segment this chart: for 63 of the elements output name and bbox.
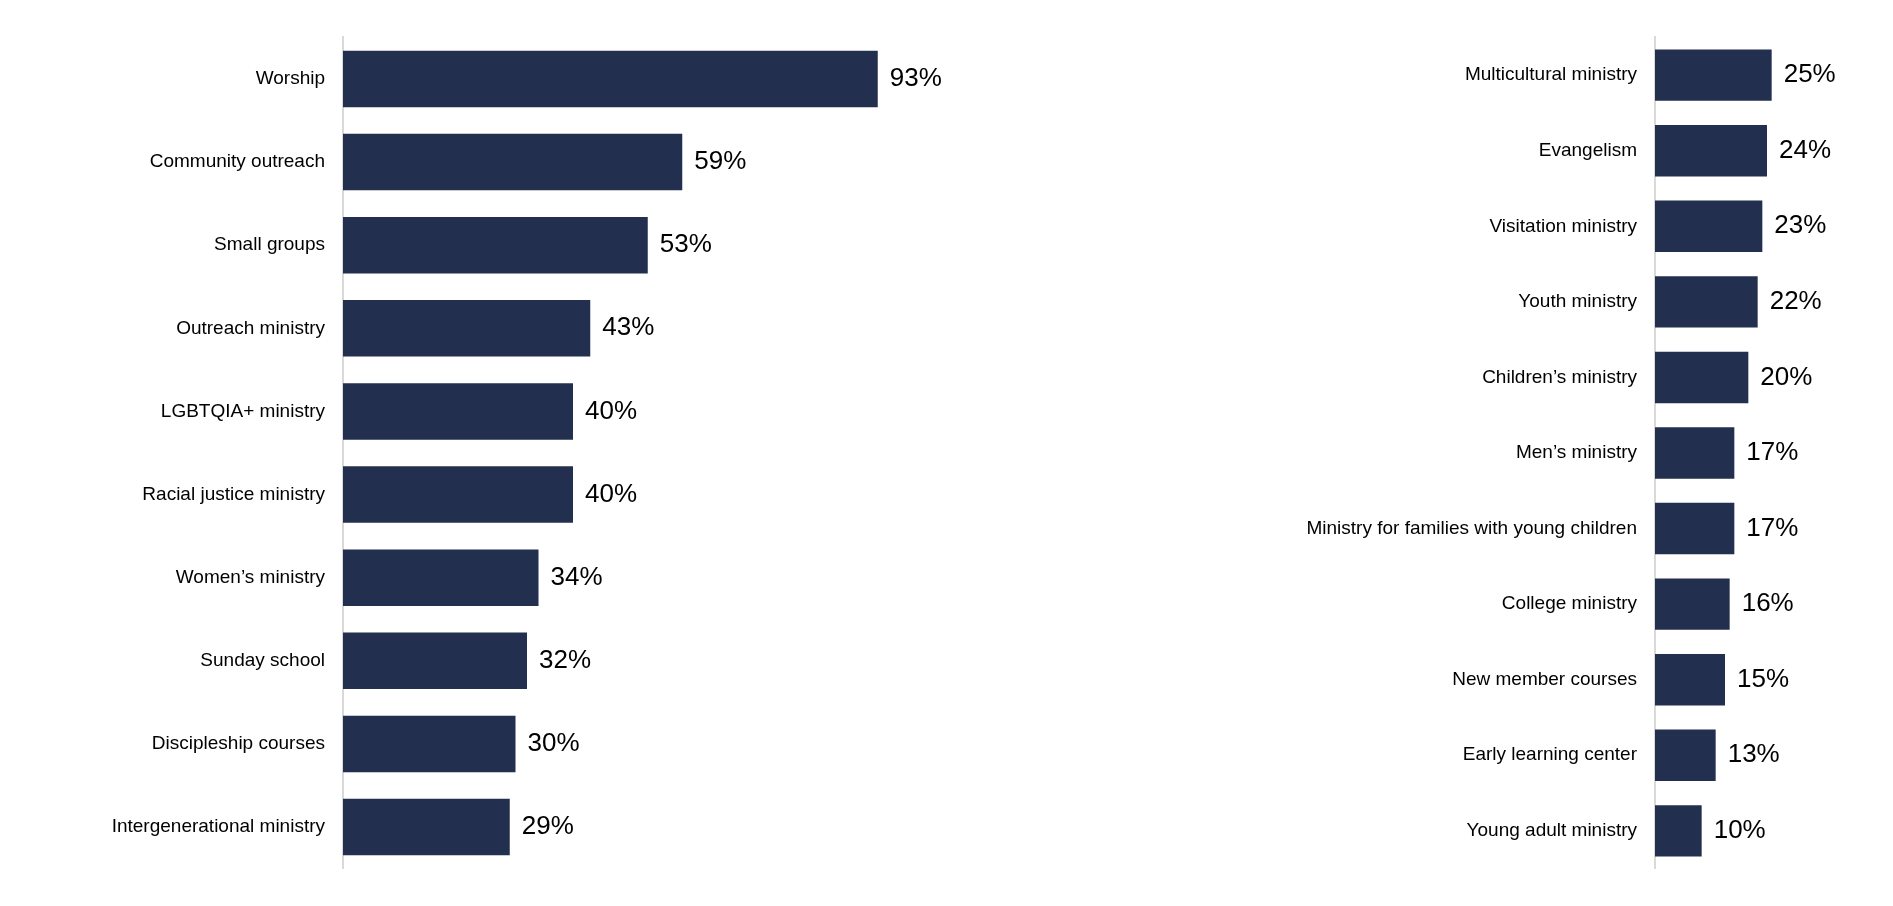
data-label: 17% (1746, 436, 1799, 467)
y-tick-label: New member courses (1452, 667, 1637, 689)
bar (1655, 200, 1763, 252)
data-label: 43% (602, 311, 655, 342)
y-tick-label: Women’s ministry (175, 565, 326, 587)
bar (1655, 729, 1716, 781)
data-label: 20% (1760, 360, 1813, 391)
bar (1655, 49, 1772, 101)
bar (343, 216, 648, 274)
data-label: 23% (1774, 209, 1827, 240)
data-label: 10% (1713, 813, 1766, 844)
data-label: 53% (659, 228, 712, 259)
y-tick-label: Small groups (214, 233, 325, 255)
bar (343, 632, 527, 690)
data-label: 24% (1779, 133, 1832, 164)
data-label: 40% (585, 477, 638, 508)
y-tick-label: Visitation ministry (1489, 214, 1638, 236)
data-label: 22% (1769, 285, 1822, 316)
bar (343, 798, 510, 856)
data-label: 17% (1746, 511, 1799, 542)
bar (343, 133, 683, 191)
data-label: 16% (1741, 587, 1794, 618)
y-tick-label: Community outreach (149, 150, 325, 172)
bar (1655, 502, 1735, 555)
bar (1655, 654, 1725, 706)
data-label: 93% (889, 62, 942, 93)
y-tick-label: Intergenerational ministry (111, 815, 326, 837)
data-label: 30% (527, 727, 580, 758)
bar (343, 466, 573, 523)
y-tick-label: Ministry for families with young children (1306, 516, 1637, 538)
data-label: 40% (585, 394, 638, 425)
y-tick-label: Early learning center (1462, 743, 1638, 765)
data-label: 34% (550, 560, 603, 591)
bar (1655, 578, 1730, 630)
y-tick-label: College ministry (1501, 592, 1638, 614)
y-tick-label: Men’s ministry (1515, 441, 1638, 463)
y-tick-label: Young adult ministry (1466, 819, 1638, 841)
y-tick-label: Worship (255, 67, 325, 89)
y-tick-label: Children’s ministry (1482, 365, 1638, 387)
y-tick-label: Discipleship courses (151, 732, 325, 754)
bar (1655, 351, 1749, 404)
y-tick-label: Outreach ministry (176, 316, 326, 338)
data-label: 29% (521, 810, 574, 841)
bar (343, 715, 516, 773)
data-label: 59% (694, 145, 747, 176)
bar (343, 549, 539, 606)
y-tick-label: Racial justice ministry (142, 482, 326, 504)
y-tick-label: Sunday school (200, 649, 325, 671)
bar (343, 300, 591, 357)
y-tick-label: Youth ministry (1518, 290, 1638, 312)
bar (1655, 805, 1702, 857)
data-label: 32% (539, 643, 592, 674)
y-tick-label: Evangelism (1538, 138, 1637, 160)
bar (1655, 125, 1767, 177)
y-tick-label: LGBTQIA+ ministry (160, 399, 326, 421)
bar (1655, 427, 1735, 479)
data-label: 25% (1783, 58, 1836, 89)
bar (1655, 276, 1758, 328)
data-label: 13% (1727, 738, 1780, 769)
bar (343, 383, 573, 440)
data-label: 15% (1737, 662, 1790, 693)
bar (343, 50, 878, 108)
y-tick-label: Multicultural ministry (1464, 63, 1638, 85)
